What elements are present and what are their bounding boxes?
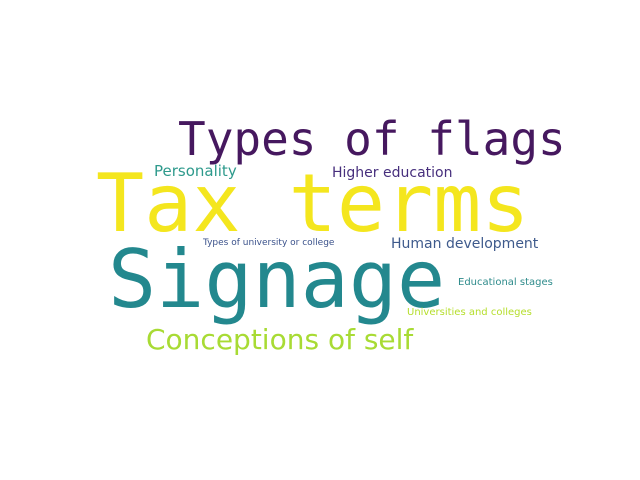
- word-conceptions-of-self: Conceptions of self: [146, 323, 414, 356]
- word-educational-stages: Educational stages: [458, 277, 553, 288]
- word-types-of-university-or-college: Types of university or college: [203, 238, 335, 248]
- word-tax-terms: Tax terms: [96, 157, 530, 250]
- word-higher-education: Higher education: [332, 165, 453, 181]
- word-types-of-flags: Types of flags: [178, 112, 566, 166]
- word-signage: Signage: [108, 233, 446, 326]
- word-universities-and-colleges: Universities and colleges: [407, 307, 532, 318]
- word-personality: Personality: [154, 162, 237, 180]
- word-human-development: Human development: [391, 236, 539, 252]
